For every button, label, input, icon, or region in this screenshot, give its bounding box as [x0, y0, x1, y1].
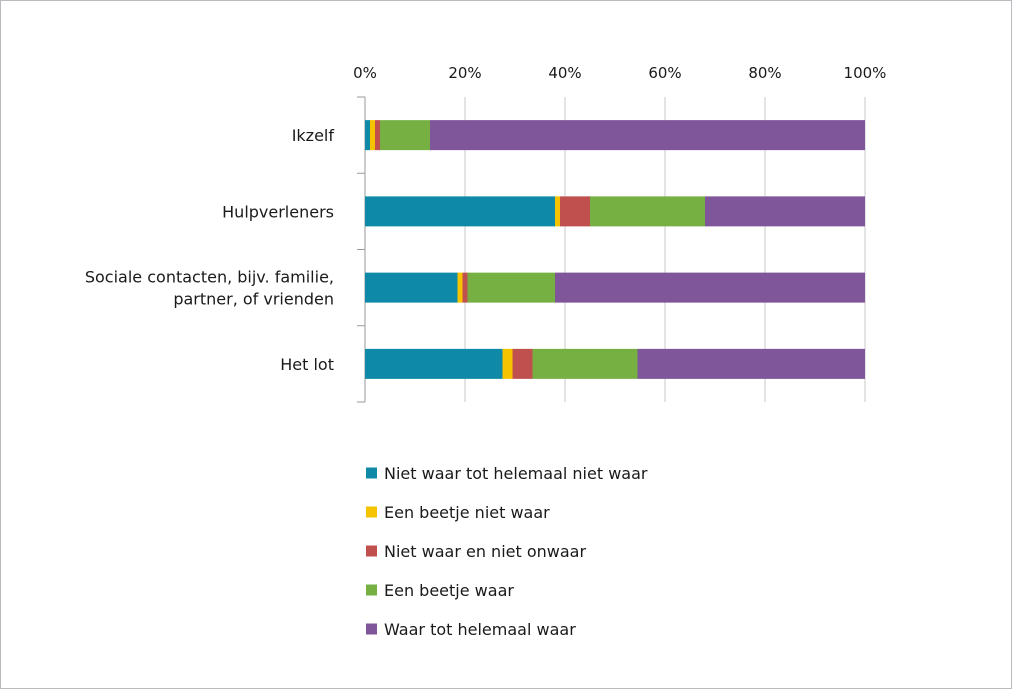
legend-label: Een beetje waar: [384, 581, 514, 600]
legend-swatch: [366, 506, 377, 518]
category-label: Het lot: [280, 355, 334, 374]
bar-segment: [375, 120, 380, 151]
x-tick-label: 60%: [648, 64, 681, 82]
legend-swatch: [366, 467, 377, 479]
bar-segment: [365, 348, 503, 379]
bar-segment: [502, 348, 513, 379]
category-label: Hulpverleners: [222, 202, 334, 221]
bar-segment: [555, 196, 560, 227]
bar-segment: [532, 348, 638, 379]
legend-label: Niet waar tot helemaal niet waar: [384, 464, 648, 483]
bar-segment: [430, 120, 865, 151]
legend-label: Een beetje niet waar: [384, 503, 550, 522]
category-label: partner, of vrienden: [173, 290, 334, 309]
bar-segment: [512, 348, 533, 379]
bar-segment: [365, 120, 370, 151]
legend-swatch: [366, 623, 377, 635]
bar-segment: [462, 272, 468, 303]
x-tick-label: 40%: [548, 64, 581, 82]
bar-segment: [637, 348, 865, 379]
bar-segment: [590, 196, 705, 227]
bar-segment: [365, 196, 555, 227]
x-tick-labels: 0% 20% 40% 60% 80% 100%: [353, 64, 886, 82]
legend-label: Niet waar en niet onwaar: [384, 542, 586, 561]
bar-segment: [370, 120, 375, 151]
legend: Niet waar tot helemaal niet waar Een beet…: [366, 464, 648, 639]
bar-segment: [560, 196, 590, 227]
x-tick-label: 20%: [448, 64, 481, 82]
x-tick-label: 100%: [844, 64, 887, 82]
category-labels: Ikzelf Hulpverleners Sociale contacten, bi…: [85, 126, 335, 374]
x-tick-label: 80%: [748, 64, 781, 82]
x-tick-label: 0%: [353, 64, 377, 82]
legend-swatch: [366, 545, 377, 557]
axes: [357, 96, 366, 403]
bar-segment: [555, 272, 865, 303]
bar-segment: [380, 120, 430, 151]
bar-segment: [705, 196, 865, 227]
legend-label: Waar tot helemaal waar: [384, 620, 576, 639]
bar-segment: [457, 272, 463, 303]
bar-segment: [365, 272, 458, 303]
legend-swatch: [366, 584, 377, 596]
category-label: Sociale contacten, bijv. familie,: [85, 268, 334, 287]
bars: [365, 120, 865, 379]
category-label: Ikzelf: [292, 126, 335, 145]
bar-segment: [467, 272, 555, 303]
